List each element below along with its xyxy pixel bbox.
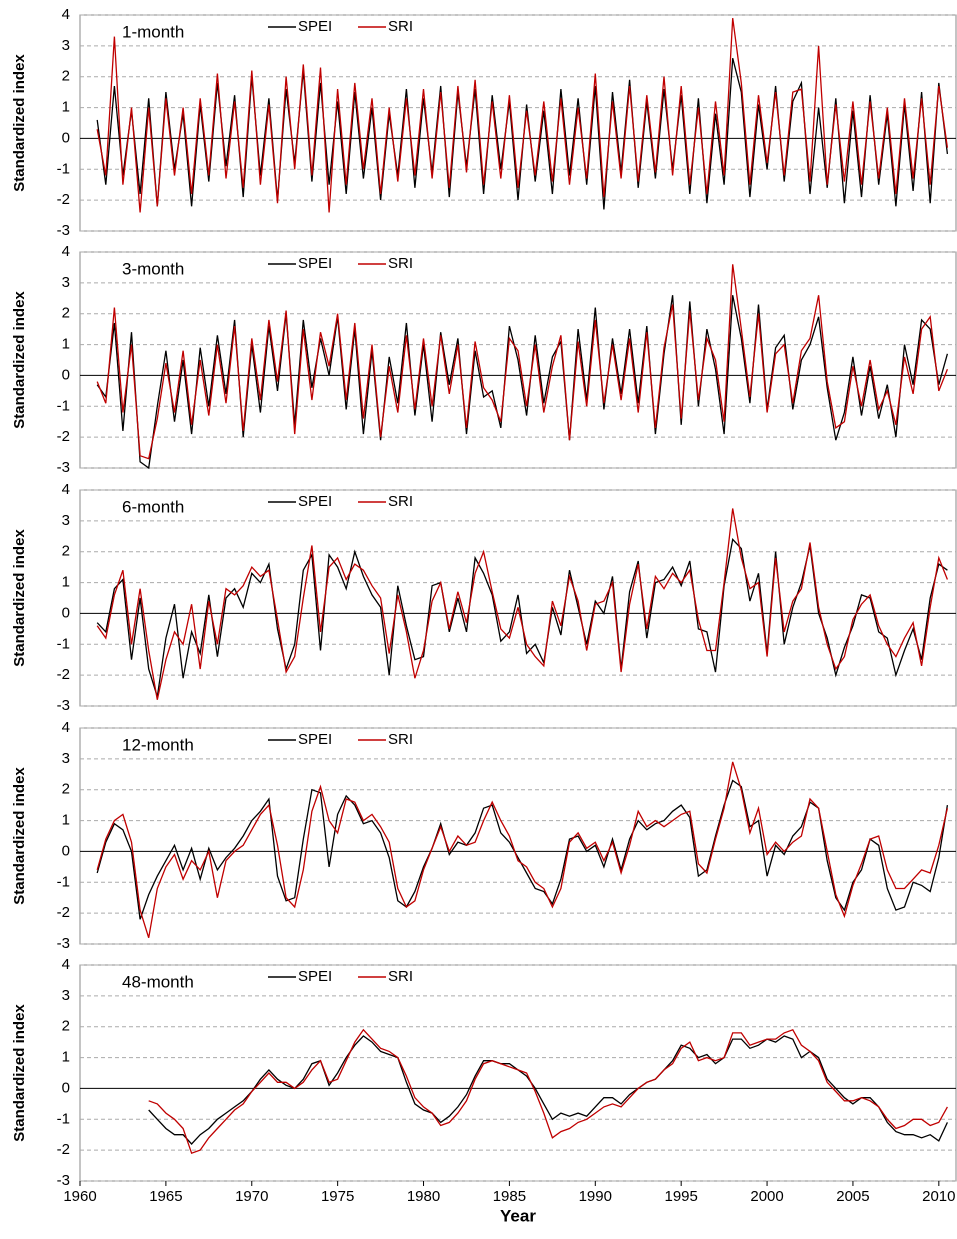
x-tick-label: 2000 bbox=[750, 1188, 783, 1205]
x-tick-label: 1960 bbox=[63, 1188, 96, 1205]
legend-label: SRI bbox=[388, 968, 413, 985]
y-tick-label: 2 bbox=[62, 781, 70, 798]
panel-title: 12-month bbox=[122, 735, 194, 754]
y-tick-label: -1 bbox=[57, 635, 70, 652]
y-tick-label: -3 bbox=[57, 935, 70, 952]
x-tick-label: 2005 bbox=[836, 1188, 869, 1205]
y-tick-label: 4 bbox=[62, 719, 70, 736]
y-tick-label: 1 bbox=[62, 1049, 70, 1066]
legend-label: SRI bbox=[388, 731, 413, 748]
y-tick-label: -2 bbox=[57, 428, 70, 445]
y-tick-label: -2 bbox=[57, 904, 70, 921]
y-tick-label: 4 bbox=[62, 6, 70, 23]
legend-label: SPEI bbox=[298, 968, 332, 985]
y-tick-label: -3 bbox=[57, 1172, 70, 1189]
y-tick-label: 3 bbox=[62, 987, 70, 1004]
series-line bbox=[96, 779, 949, 920]
panel-title: 1-month bbox=[122, 22, 184, 41]
y-tick-label: 1 bbox=[62, 99, 70, 116]
legend-label: SRI bbox=[388, 255, 413, 272]
series-line bbox=[96, 18, 949, 213]
y-tick-label: 4 bbox=[62, 243, 70, 260]
y-tick-label: 0 bbox=[62, 604, 70, 621]
x-tick-label: 1970 bbox=[235, 1188, 268, 1205]
y-tick-label: 0 bbox=[62, 366, 70, 383]
x-axis-label: Year bbox=[500, 1206, 536, 1225]
y-tick-label: -1 bbox=[57, 1110, 70, 1127]
x-tick-label: 1995 bbox=[664, 1188, 697, 1205]
panel: -3 -2 -1 0 1 2 3 4 Standardized index 1-month SPEI… bbox=[11, 6, 957, 239]
y-tick-label: 2 bbox=[62, 68, 70, 85]
series-line bbox=[96, 761, 949, 938]
y-tick-label: 0 bbox=[62, 1079, 70, 1096]
y-axis-label: Standardized index bbox=[11, 767, 28, 905]
y-axis-label: Standardized index bbox=[11, 291, 28, 429]
panel: -3 -2 -1 0 1 2 3 4 Standardized index 6-month SPEI… bbox=[11, 481, 957, 714]
y-axis-label: Standardized index bbox=[11, 54, 28, 192]
y-tick-label: 2 bbox=[62, 543, 70, 560]
x-tick-label: 2010 bbox=[922, 1188, 955, 1205]
panel: -3 -2 -1 0 1 2 3 4 1960 1965 1970 1975 1980 1985 1990 1… bbox=[11, 956, 957, 1225]
y-tick-label: -3 bbox=[57, 697, 70, 714]
y-tick-label: 1 bbox=[62, 812, 70, 829]
y-tick-label: 3 bbox=[62, 512, 70, 529]
x-tick-label: 1975 bbox=[321, 1188, 354, 1205]
legend-label: SPEI bbox=[298, 18, 332, 35]
y-tick-label: 1 bbox=[62, 336, 70, 353]
y-tick-label: 1 bbox=[62, 574, 70, 591]
y-axis-label: Standardized index bbox=[11, 529, 28, 667]
y-tick-label: 2 bbox=[62, 1018, 70, 1035]
series-line bbox=[96, 264, 949, 460]
y-tick-label: -2 bbox=[57, 191, 70, 208]
y-tick-label: 3 bbox=[62, 750, 70, 767]
panel: -3 -2 -1 0 1 2 3 4 Standardized index 12-month SPE… bbox=[11, 719, 957, 952]
y-tick-label: -2 bbox=[57, 666, 70, 683]
y-tick-label: 3 bbox=[62, 274, 70, 291]
legend-label: SRI bbox=[388, 18, 413, 35]
y-tick-label: -2 bbox=[57, 1141, 70, 1158]
x-tick-label: 1980 bbox=[407, 1188, 440, 1205]
y-tick-label: 4 bbox=[62, 481, 70, 498]
x-tick-label: 1965 bbox=[149, 1188, 182, 1205]
y-axis-label: Standardized index bbox=[11, 1004, 28, 1142]
panel-title: 6-month bbox=[122, 497, 184, 516]
y-tick-label: 0 bbox=[62, 129, 70, 146]
legend-label: SPEI bbox=[298, 255, 332, 272]
y-tick-label: -3 bbox=[57, 459, 70, 476]
x-tick-label: 1990 bbox=[579, 1188, 612, 1205]
y-tick-label: 2 bbox=[62, 305, 70, 322]
y-tick-label: -3 bbox=[57, 222, 70, 239]
legend-label: SRI bbox=[388, 493, 413, 510]
y-tick-label: 3 bbox=[62, 37, 70, 54]
panel: -3 -2 -1 0 1 2 3 4 Standardized index 3-month SPEI… bbox=[11, 243, 957, 476]
y-tick-label: -1 bbox=[57, 160, 70, 177]
y-tick-label: -1 bbox=[57, 873, 70, 890]
panel-title: 48-month bbox=[122, 972, 194, 991]
legend-label: SPEI bbox=[298, 493, 332, 510]
x-tick-label: 1985 bbox=[493, 1188, 526, 1205]
series-line bbox=[148, 1028, 948, 1155]
legend-label: SPEI bbox=[298, 731, 332, 748]
y-tick-label: 4 bbox=[62, 956, 70, 973]
plot-frame bbox=[79, 727, 957, 945]
panel-title: 3-month bbox=[122, 259, 184, 278]
y-tick-label: -1 bbox=[57, 397, 70, 414]
y-tick-label: 0 bbox=[62, 842, 70, 859]
series-line bbox=[96, 508, 949, 700]
